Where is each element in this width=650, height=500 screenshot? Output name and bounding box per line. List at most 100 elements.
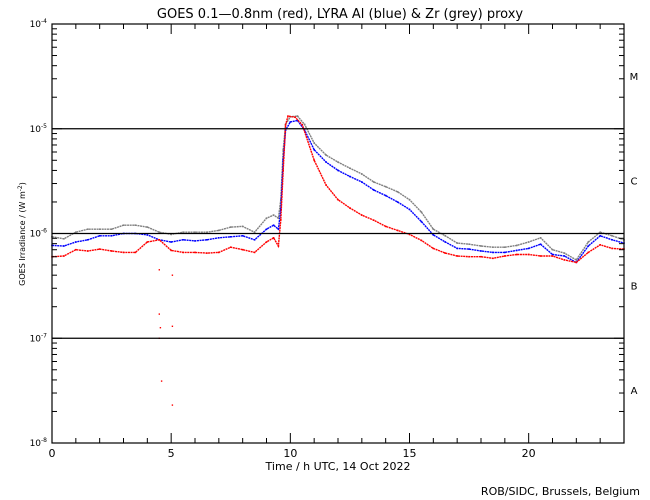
flare-class-labels: M C B A (630, 72, 639, 397)
data-point (349, 175, 351, 178)
data-point (182, 251, 184, 254)
data-point (468, 243, 470, 245)
data-point (420, 239, 423, 242)
y-tick-exp: -8 (41, 437, 47, 444)
data-point (563, 259, 566, 261)
outlier-point (171, 274, 174, 276)
series-line-lyra-zr-proxy (51, 115, 625, 261)
data-point (361, 173, 363, 175)
data-point (265, 241, 268, 243)
data-point (492, 246, 494, 248)
data-point (408, 233, 411, 236)
credit-text: ROB/SIDC, Brussels, Belgium (481, 485, 640, 498)
data-point (492, 251, 494, 254)
data-point (516, 253, 518, 256)
data-point (158, 239, 160, 241)
y-axis-label-text: GOES Irradiance / (W m (18, 191, 27, 286)
flare-class-label: B (631, 281, 638, 292)
data-point (301, 124, 303, 126)
data-point (272, 237, 275, 239)
data-point (599, 231, 601, 233)
data-point (296, 119, 299, 122)
data-point (587, 251, 590, 254)
data-point (587, 245, 590, 247)
data-point (504, 246, 506, 248)
outlier-point (171, 325, 174, 327)
data-point (313, 149, 315, 151)
data-point (444, 252, 446, 254)
data-point (206, 239, 208, 241)
data-point (63, 255, 65, 257)
data-point (539, 255, 542, 257)
data-point (551, 253, 554, 256)
data-point (282, 149, 284, 151)
data-point (456, 247, 458, 250)
data-point (504, 255, 506, 257)
y-tick-labels: 10-410-510-610-710-8 (30, 18, 48, 449)
data-point (272, 224, 275, 226)
outlier-point (158, 269, 160, 271)
data-point (229, 226, 232, 228)
data-point (396, 191, 399, 193)
y-axis-label-end: ) (18, 182, 27, 185)
data-point (75, 241, 77, 243)
data-point (206, 252, 208, 254)
data-point (194, 240, 196, 242)
data-point (420, 211, 423, 213)
data-point (432, 247, 435, 250)
outlier-point (159, 327, 162, 329)
data-point (492, 257, 494, 260)
data-point (611, 235, 613, 237)
data-point (98, 235, 101, 237)
data-point (313, 142, 315, 144)
data-point (599, 244, 601, 246)
data-point (146, 226, 149, 228)
data-point (63, 245, 65, 247)
outlier-point (160, 380, 163, 382)
y-tick-exp: -4 (41, 18, 47, 25)
y-tick-label: 10-8 (30, 437, 48, 449)
series-line-goes-0-1-0-8nm (51, 115, 625, 264)
data-point (361, 214, 363, 216)
data-point (516, 244, 518, 247)
data-point (563, 252, 566, 254)
data-point (432, 228, 435, 230)
data-point (63, 238, 65, 240)
data-point (303, 123, 306, 126)
data-point (468, 248, 470, 250)
x-tick-label: 0 (49, 447, 56, 460)
data-point (110, 250, 113, 252)
data-point (75, 248, 77, 251)
data-point (194, 231, 196, 233)
data-point (294, 116, 296, 118)
data-curves (51, 115, 625, 406)
data-point (218, 237, 220, 239)
data-point (444, 235, 446, 237)
data-point (170, 233, 172, 236)
data-point (146, 234, 149, 236)
data-point (229, 236, 232, 238)
y-tick-label: 10-5 (30, 123, 48, 135)
data-point (444, 241, 446, 243)
x-axis-label: Time / h UTC, 14 Oct 2022 (265, 460, 411, 473)
y-tick-exp: -5 (41, 123, 47, 130)
data-point (182, 239, 184, 241)
data-point (575, 261, 578, 264)
y-tick-label: 10-4 (30, 18, 48, 30)
flare-class-label: M (630, 72, 639, 83)
data-point (296, 115, 299, 117)
y-axis-label: GOES Irradiance / (W m-2) (17, 182, 27, 286)
data-point (372, 219, 375, 221)
data-point (182, 231, 184, 233)
data-point (218, 229, 220, 232)
data-point (611, 239, 613, 241)
data-point (218, 251, 220, 254)
data-point (75, 231, 77, 233)
data-point (396, 201, 399, 203)
data-point (253, 231, 256, 233)
data-point (134, 224, 137, 226)
data-point (480, 250, 482, 252)
data-point (527, 247, 530, 250)
y-tick-exp: -7 (41, 332, 47, 339)
